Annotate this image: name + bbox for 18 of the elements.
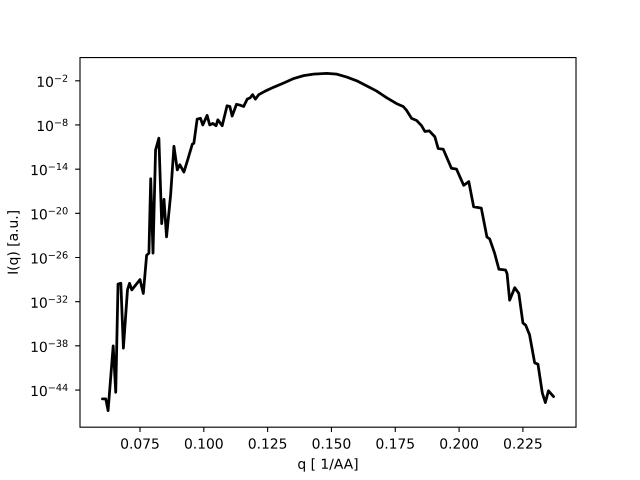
x-tick-label: 0.200 <box>440 438 478 449</box>
x-tick-label: 0.225 <box>504 438 542 449</box>
y-tick-label: 10$^{−38}$ <box>32 340 68 352</box>
y-tick-label: 10$^{−44}$ <box>32 384 68 396</box>
x-tick-label: 0.175 <box>376 438 414 449</box>
y-tick-label: 10$^{−2}$ <box>38 74 68 87</box>
x-tick-label: 0.150 <box>312 438 350 449</box>
y-tick-label: 10$^{−14}$ <box>32 163 68 176</box>
x-tick-label: 0.125 <box>248 438 286 449</box>
y-tick-label: 10$^{−8}$ <box>38 118 68 132</box>
y-tick-label: 10$^{−26}$ <box>32 251 68 264</box>
x-tick-label: 0.100 <box>184 438 223 449</box>
x-tick-label: 0.075 <box>121 438 159 449</box>
y-tick-label: 10$^{−20}$ <box>32 207 68 220</box>
y-tick-label: 10$^{−32}$ <box>32 295 68 308</box>
y-axis-title: I(q) [a.u.] <box>7 211 21 274</box>
x-axis-title: q [ 1/AA] <box>298 458 358 472</box>
line-series <box>101 72 555 412</box>
